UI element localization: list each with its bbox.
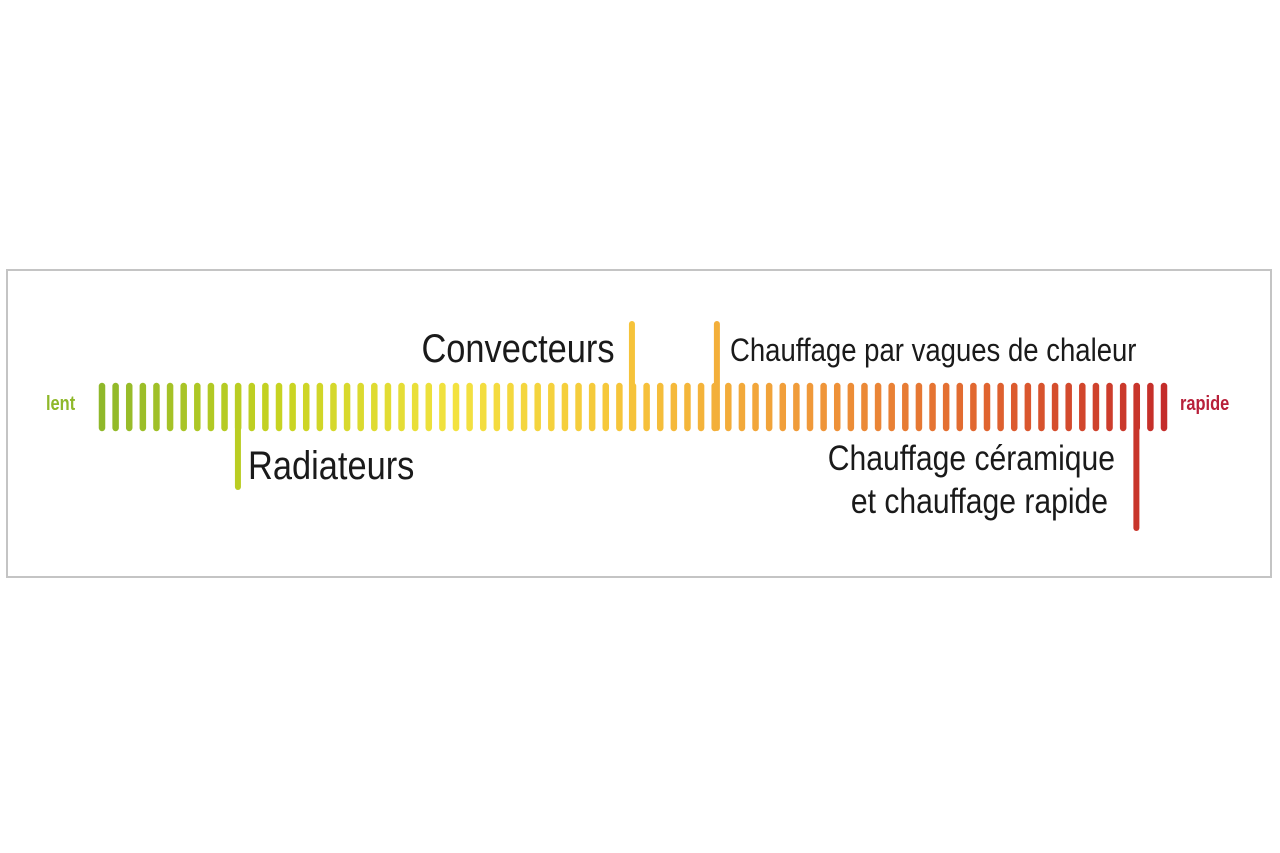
marker-label-radiateurs: Radiateurs <box>248 444 415 488</box>
marker-label-vagues: Chauffage par vagues de chaleur <box>730 332 1137 368</box>
marker-label-ceramique-line-1: Chauffage céramique <box>827 439 1115 478</box>
scale-start-label: lent <box>46 393 76 415</box>
scale-end-label: rapide <box>1180 393 1230 415</box>
marker-label-convecteurs: Convecteurs <box>421 327 615 371</box>
diagram-frame <box>6 269 1272 578</box>
marker-label-ceramique-line-2: et chauffage rapide <box>850 482 1108 521</box>
